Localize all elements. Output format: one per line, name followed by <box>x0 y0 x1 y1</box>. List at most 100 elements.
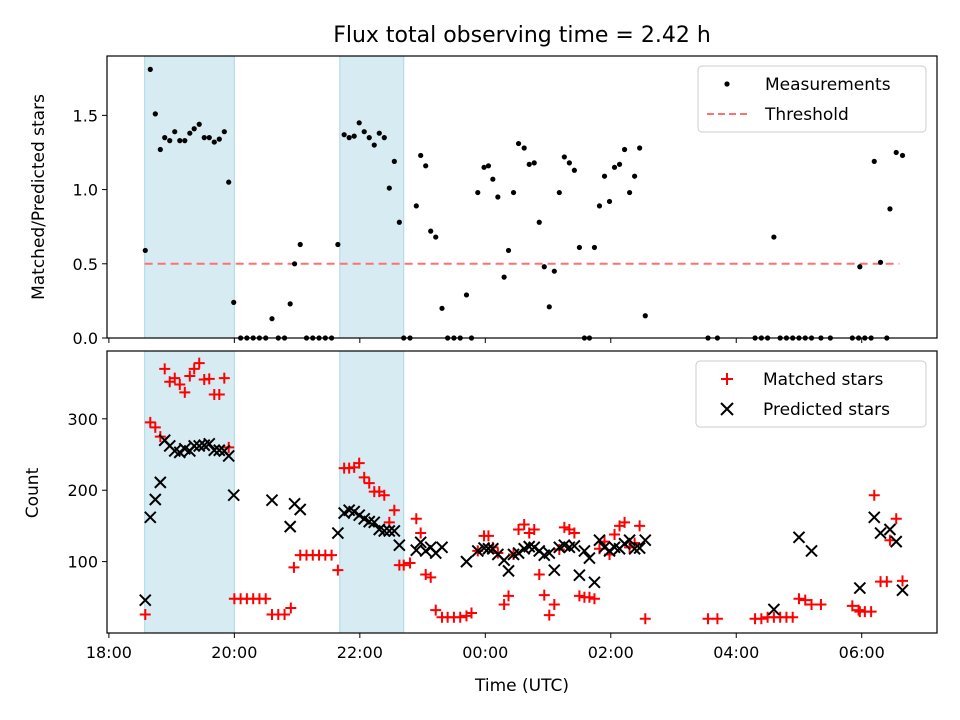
top-y-tick-label: 1.5 <box>73 106 98 125</box>
predicted-stars-point <box>588 576 601 589</box>
matched-stars-point <box>568 527 580 539</box>
measurements-point <box>335 241 341 248</box>
measurements-point <box>510 189 517 196</box>
measurements-point <box>157 146 163 153</box>
bottom-y-axis-label: Count <box>23 467 43 518</box>
measurements-point <box>391 158 397 164</box>
measurements-point <box>386 185 392 191</box>
measurements-point <box>475 189 481 196</box>
matched-stars-point <box>634 520 646 532</box>
matched-stars-point <box>388 504 400 516</box>
matched-stars-point <box>404 557 416 569</box>
matched-stars-point <box>279 608 291 620</box>
predicted-stars-point <box>368 516 381 529</box>
legend-measurements-label: Measurements <box>765 75 891 95</box>
top-axes-frame <box>106 55 938 339</box>
matched-stars-point <box>184 370 196 382</box>
matched-stars-point <box>711 613 723 625</box>
measurements-point <box>182 138 188 144</box>
measurements-point <box>423 163 429 169</box>
legend-predicted-marker <box>720 402 734 416</box>
predicted-stars-point <box>144 511 157 524</box>
predicted-stars-point <box>363 515 376 528</box>
bottom-y-tick-label: 300 <box>67 410 98 429</box>
predicted-stars-point <box>331 526 345 540</box>
bottom-plot: 100 200 300 18:00 20:00 22:00 00:00 02:00 04:00 0… <box>67 350 938 662</box>
measurements-point <box>536 219 542 225</box>
predicted-stars-point <box>414 536 427 549</box>
predicted-stars-point <box>502 564 515 578</box>
measurements-point <box>366 135 372 141</box>
measurements-point <box>576 244 583 251</box>
matched-stars-point <box>363 477 375 489</box>
predicted-stars-point <box>283 520 297 533</box>
matched-stars-point <box>454 611 466 623</box>
measurements-point <box>346 135 352 141</box>
matched-stars-point <box>415 527 427 539</box>
measurements-point <box>152 111 158 117</box>
measurements-point <box>526 161 532 167</box>
matched-stars-point <box>896 575 908 587</box>
measurements-point <box>361 129 367 135</box>
predicted-stars-point <box>883 523 897 536</box>
measurements-point <box>596 203 603 209</box>
top-y-tick-label: 0.5 <box>73 255 98 274</box>
measurements-point <box>297 241 303 248</box>
measurements-point <box>877 259 884 265</box>
top-y-axis-label: Matched/Predicted stars <box>29 94 49 300</box>
measurements-point <box>433 234 439 240</box>
matched-stars-point <box>169 372 181 384</box>
predicted-stars-point <box>383 524 396 538</box>
matched-stars-point <box>430 604 442 616</box>
measurements-point <box>637 145 643 151</box>
matched-stars-point <box>846 600 858 612</box>
measurements-point <box>561 154 567 160</box>
matched-stars-point <box>174 379 186 391</box>
matched-stars-point <box>609 528 621 540</box>
matched-stars-point <box>498 598 510 610</box>
matched-stars-point <box>482 530 494 542</box>
bottom-x-tick-label: 00:00 <box>462 643 508 662</box>
matched-stars-point <box>326 549 338 561</box>
predicted-stars-point <box>378 524 391 538</box>
measurements-point <box>177 138 183 144</box>
measurements-point <box>626 189 633 196</box>
measurements-point <box>621 146 628 153</box>
measurements-point <box>201 135 207 141</box>
predicted-stars-point <box>265 494 279 507</box>
measurements-point <box>857 264 863 270</box>
predicted-stars-point <box>497 553 511 567</box>
predicted-stars-point <box>154 476 167 489</box>
legend-measurements-marker <box>724 81 730 87</box>
bottom-legend-frame <box>695 360 927 428</box>
matched-stars-point <box>518 518 530 530</box>
predicted-stars-point <box>193 439 206 453</box>
predicted-stars-point <box>568 539 581 553</box>
matched-stars-point <box>179 386 191 398</box>
matched-stars-point <box>358 471 370 483</box>
matched-stars-point <box>218 372 230 384</box>
matched-stars-point <box>260 593 272 605</box>
legend-predicted-label: Predicted stars <box>763 400 890 420</box>
matched-stars-point <box>533 568 545 580</box>
top-plot: 0.0 0.5 1.0 1.5 <box>73 55 938 348</box>
predicted-stars-point <box>805 544 818 558</box>
measurements-point <box>418 152 424 159</box>
predicted-stars-point <box>139 593 152 607</box>
predicted-stars-point <box>213 444 226 457</box>
measurements-point <box>147 66 153 72</box>
predicted-stars-point <box>593 533 606 547</box>
matched-stars-point <box>702 613 714 625</box>
measurements-point <box>556 189 562 196</box>
predicted-stars-point <box>388 524 401 538</box>
top-y-tick-label: 0.0 <box>73 329 98 348</box>
measurements-point <box>601 173 608 179</box>
measurements-point <box>899 152 906 159</box>
matched-stars-point <box>332 564 344 576</box>
measurements-point <box>221 129 227 135</box>
matched-stars-point <box>193 357 205 369</box>
measurements-point <box>571 167 577 173</box>
matched-stars-point <box>619 516 631 528</box>
bottom-x-tick-label: 18:00 <box>86 643 132 662</box>
